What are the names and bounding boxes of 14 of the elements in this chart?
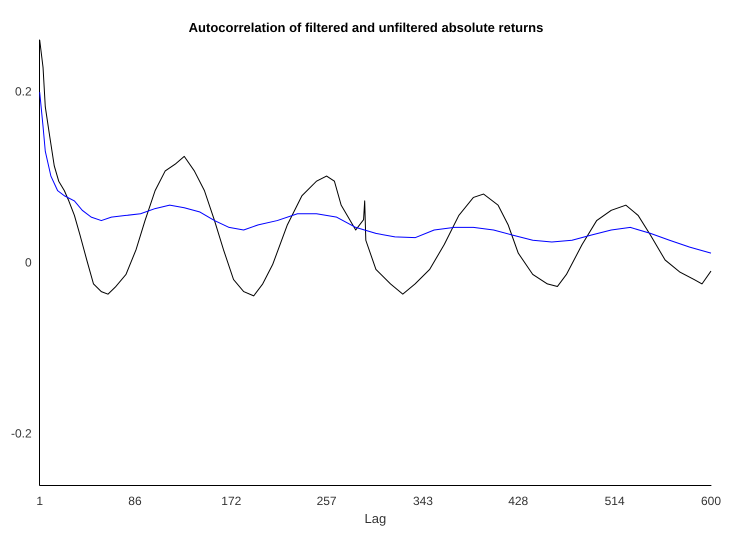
x-tick-label: 514 xyxy=(604,494,625,508)
x-tick-label: 343 xyxy=(412,494,434,508)
x-tick-label: 172 xyxy=(221,494,242,508)
chart-title: Autocorrelation of filtered and unfiltered absolute returns xyxy=(188,20,544,35)
x-tick-label: 86 xyxy=(128,494,142,508)
x-tick-label: 1 xyxy=(36,494,44,508)
x-tick-label: 428 xyxy=(508,494,529,508)
x-tick-label: 257 xyxy=(316,494,337,508)
x-tick-label: 600 xyxy=(700,494,722,508)
x-axis-title: Lag xyxy=(364,510,386,526)
y-tick-label: 0.2 xyxy=(14,84,32,98)
y-tick-label: 0 xyxy=(24,256,32,270)
line-series xyxy=(39,92,712,254)
y-tick-label: -0.2 xyxy=(10,426,32,441)
